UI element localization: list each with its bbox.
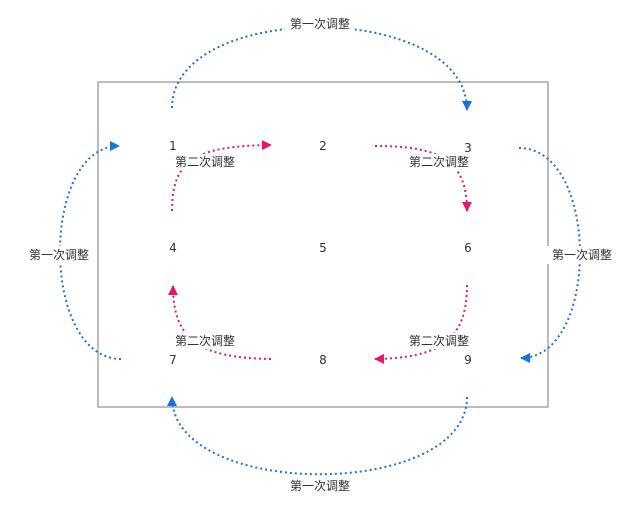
label-first-right: 第一次调整 (552, 247, 612, 262)
label-second-bottom-left: 第二次调整 (175, 333, 235, 348)
second-adjust-arrow-bottom-right (374, 284, 468, 364)
grid-number-4: 4 (169, 241, 177, 255)
grid-number-8: 8 (319, 353, 327, 367)
label-first-bottom: 第一次调整 (290, 478, 350, 493)
first-adjust-arrow-top (171, 26, 472, 111)
first-adjust-arrow-left (59, 141, 122, 360)
second-adjust-arrow-top-right (374, 145, 472, 212)
grid-frame (97, 81, 549, 408)
label-second-top-right: 第二次调整 (409, 154, 469, 169)
grid-number-6: 6 (464, 241, 472, 255)
first-adjust-arrow-bottom (167, 396, 468, 476)
first-adjust-arrow-right (518, 147, 581, 363)
grid-number-2: 2 (319, 139, 327, 153)
grid-number-7: 7 (169, 353, 177, 367)
grid-number-5: 5 (319, 241, 327, 255)
label-second-top-left: 第二次调整 (175, 154, 235, 169)
grid-number-3: 3 (464, 141, 472, 155)
grid-number-1: 1 (169, 139, 177, 153)
second-adjust-arrow-top-left (171, 140, 272, 212)
label-first-left: 第一次调整 (29, 247, 89, 262)
label-second-bottom-right: 第二次调整 (409, 333, 469, 348)
label-first-top: 第一次调整 (290, 16, 350, 31)
grid-number-9: 9 (464, 353, 472, 367)
